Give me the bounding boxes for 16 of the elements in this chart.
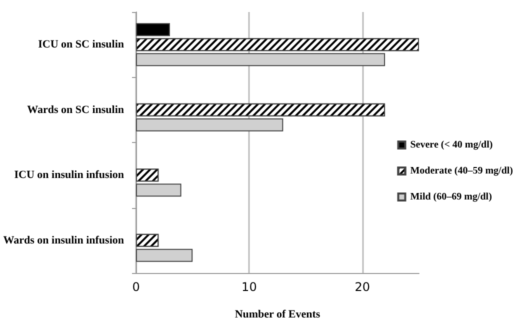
legend-label: Moderate (40–59 mg/dl) (410, 166, 514, 176)
legend-label: Severe (< 40 mg/dl) (410, 140, 493, 150)
bar (136, 53, 386, 66)
bar (136, 248, 193, 262)
bar (136, 118, 284, 132)
bar (136, 184, 182, 197)
x-tick-label: 0 (132, 280, 140, 294)
x-axis-title: Number of Events (234, 308, 321, 320)
bar (136, 23, 170, 36)
y-tick-label: ICU on SC insulin (38, 38, 124, 51)
y-tick-label: Wards on SC insulin (27, 104, 124, 116)
y-tick-label: Wards on insulin infusion (3, 234, 124, 246)
y-tick-label: ICU on insulin infusion (14, 169, 124, 182)
x-tick-label: 10 (242, 280, 257, 294)
x-tick-label: 20 (354, 280, 370, 294)
legend-label: Mild (60–69 mg/dl) (410, 192, 492, 202)
